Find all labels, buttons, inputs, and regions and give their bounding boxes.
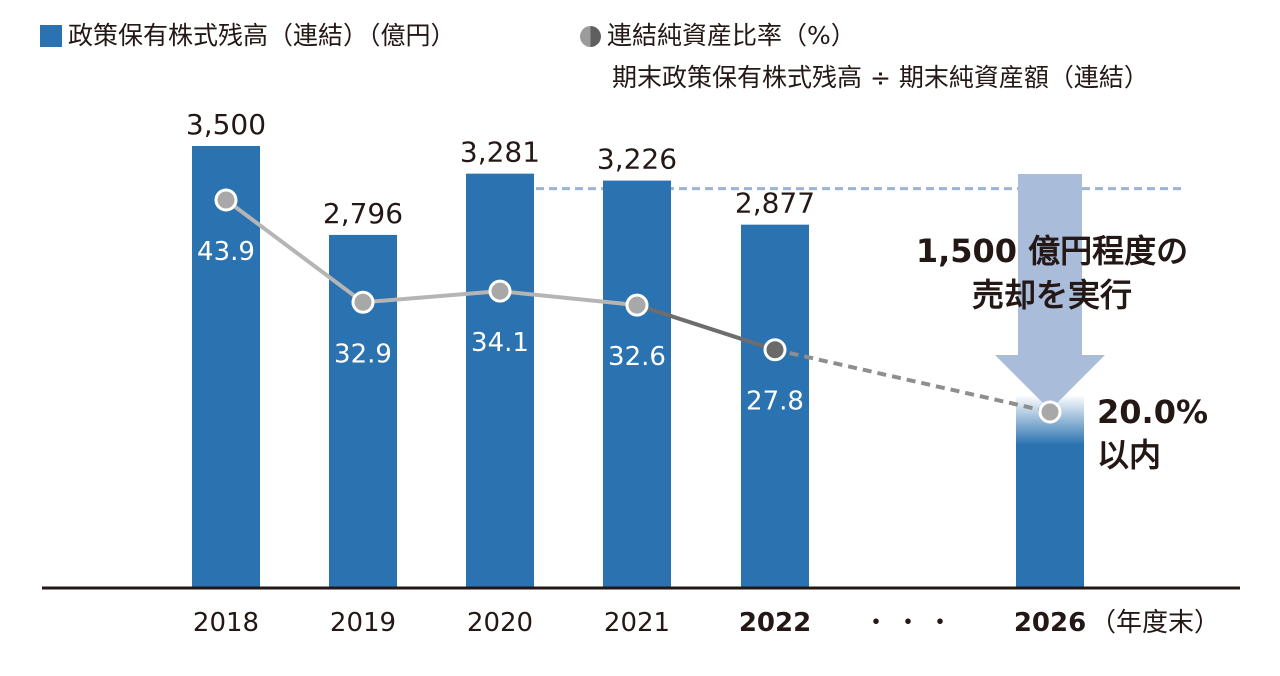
ratio-line-2021-2022 (636, 303, 776, 352)
ratio-value-label-2021: 32.6 (608, 342, 666, 372)
bar-2019 (329, 234, 397, 588)
reduction-arrow-icon (995, 174, 1105, 410)
bar-2018 (192, 146, 260, 588)
bar-value-label-2021: 3,226 (597, 143, 677, 176)
x-tick-label-2018: 2018 (193, 608, 259, 638)
bar-2021 (603, 180, 671, 588)
ratio-point-2021 (625, 293, 649, 317)
x-tick-label-2026: 2026 (1014, 608, 1086, 638)
ratio-value-label-2019: 32.9 (334, 339, 392, 369)
ratio-point-2022 (763, 338, 787, 362)
annotation-target-line1: 20.0% (1097, 393, 1208, 431)
bar-value-label-2022: 2,877 (735, 187, 815, 220)
bar-2022 (741, 224, 809, 588)
ratio-line-2019-2020 (362, 289, 501, 305)
x-axis-unit-label: （年度末） (1090, 608, 1220, 638)
ratio-point-2018 (214, 188, 238, 212)
bar-2026 (1016, 444, 1084, 588)
ratio-line-forecast (774, 347, 1051, 414)
x-tick-label-2019: 2019 (330, 608, 396, 638)
legend-line: 連結純資産比率（%） (580, 20, 856, 52)
bar-value-label-2018: 3,500 (186, 108, 266, 141)
legend-line-label: 連結純資産比率（%） (607, 21, 856, 50)
x-tick-label-2020: 2020 (467, 608, 533, 638)
legend-line-formula: 期末政策保有株式残高 ÷ 期末純資産額（連結） (612, 63, 1149, 92)
bar-value-label-2020: 3,281 (460, 136, 540, 169)
bar-value-label-2019: 2,796 (323, 197, 403, 230)
x-tick-label-2021: 2021 (604, 608, 670, 638)
ratio-value-label-2022: 27.8 (746, 387, 804, 417)
annotation-target-line2: 以内 (1097, 436, 1161, 474)
x-tick-label-2022: 2022 (739, 608, 811, 638)
ratio-value-label-2018: 43.9 (197, 237, 255, 267)
x-tick-label-ellipsis: ・・・ (863, 608, 959, 638)
ratio-point-2026 (1038, 400, 1062, 424)
legend-bar: 政策保有株式残高（連結）（億円） (40, 20, 456, 52)
ratio-point-2020 (488, 279, 512, 303)
ratio-line-2018-2019 (224, 198, 365, 304)
ratio-line-2020-2021 (499, 289, 638, 308)
bar-2020 (466, 173, 534, 589)
annotation-sale-line2: 売却を実行 (972, 276, 1132, 314)
legend-bar-label: 政策保有株式残高（連結）（億円） (68, 21, 456, 50)
legend-line-half-circle-icon (580, 26, 601, 47)
annotation-sale-line1: 1,500 億円程度の (916, 232, 1188, 270)
ratio-point-2019 (351, 290, 375, 314)
ratio-value-label-2020: 34.1 (471, 328, 529, 358)
legend-bar-swatch (40, 25, 62, 47)
